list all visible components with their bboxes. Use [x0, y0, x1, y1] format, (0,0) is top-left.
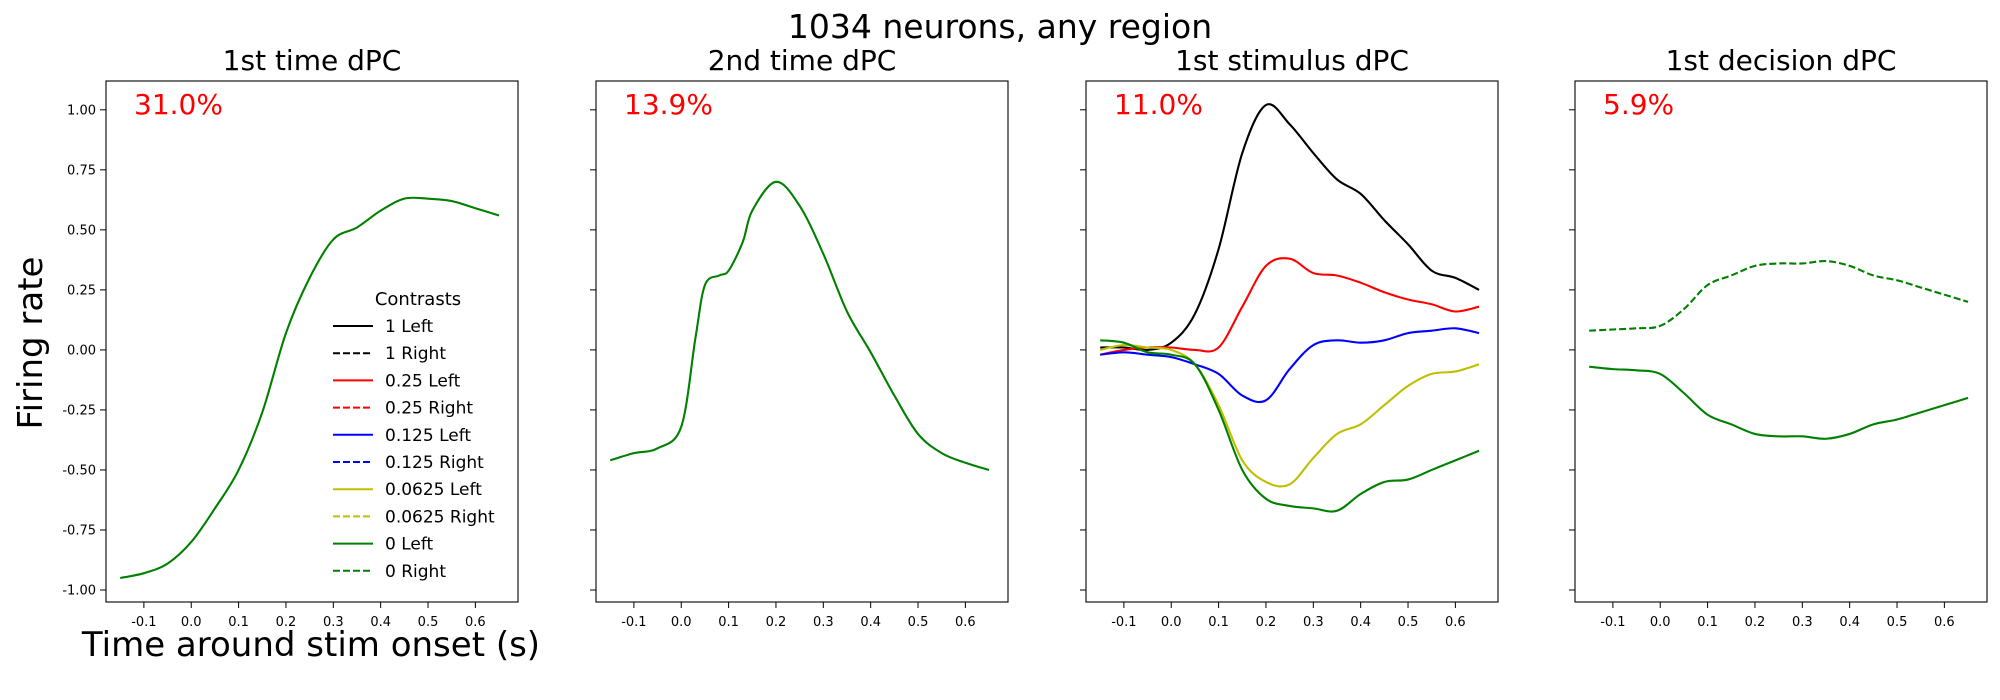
x-tick-label: -0.1 [621, 615, 646, 630]
series-line-0-left [1589, 365, 1969, 440]
legend-title: Contrasts [375, 289, 461, 310]
x-tick-label: 0.5 [1398, 615, 1419, 630]
legend-entry-label: 0.125 Left [385, 426, 471, 446]
explained-variance-label: 11.0% [1114, 88, 1203, 121]
axes-frame [105, 80, 519, 603]
figure-suptitle: 1034 neurons, any region [788, 7, 1212, 46]
x-tick-label: 0.0 [181, 615, 202, 630]
legend-entry-label: 0.125 Right [385, 453, 484, 473]
x-tick-label: 0.4 [860, 615, 881, 630]
axes-frame [1085, 80, 1499, 603]
x-tick-label: 0.5 [418, 615, 439, 630]
y-tick-label: -0.25 [62, 403, 96, 418]
explained-variance-label: 31.0% [134, 88, 223, 121]
series-line-0-125-left [1100, 327, 1480, 404]
legend-entry-label: 0.25 Left [385, 371, 461, 391]
legend-entry-label: 0.0625 Left [385, 480, 482, 500]
x-axis-label: Time around stim onset (s) [81, 625, 540, 665]
x-tick-label: -0.1 [1600, 615, 1625, 630]
x-tick-label: 0.6 [955, 615, 976, 630]
panel-title: 1st time dPC [223, 44, 402, 77]
x-tick-label: 0.3 [813, 615, 834, 630]
x-tick-label: 0.1 [1208, 615, 1229, 630]
x-tick-label: 0.2 [1745, 615, 1766, 630]
legend-entry-label: 0.0625 Right [385, 507, 495, 527]
legend-entry-label: 0.25 Right [385, 399, 473, 419]
y-tick-label: -0.75 [62, 523, 96, 538]
panel-3: 1st stimulus dPC -0.1 0.0 0.1 0.2 0.3 0.4 0.5 0.… [1080, 44, 1499, 630]
series-line-0-left [609, 180, 990, 471]
series-group [120, 196, 500, 580]
x-tick-label: 0.6 [1934, 615, 1955, 630]
y-tick-label: 0.50 [67, 223, 96, 238]
legend-entry-label: 0 Left [385, 535, 434, 555]
y-axis-label: Firing rate [11, 257, 51, 430]
x-tick-label: 0.2 [276, 615, 297, 630]
x-tick-label: 0.2 [766, 615, 787, 630]
panel-title: 2nd time dPC [708, 44, 897, 77]
y-tick-label: 0.75 [67, 163, 96, 178]
x-tick-label: 0.1 [1697, 615, 1718, 630]
x-tick-label: 0.3 [1303, 615, 1324, 630]
legend-entry-label: 1 Right [385, 344, 446, 364]
panel-4: 1st decision dPC -0.1 0.0 0.1 0.2 0.3 0.4 0.5 0.… [1569, 44, 1988, 630]
x-tick-label: 0.2 [1256, 615, 1277, 630]
y-tick-label: 0.25 [67, 283, 96, 298]
x-tick-label: 0.4 [370, 615, 391, 630]
x-tick-label: -0.1 [1111, 615, 1136, 630]
x-tick-label: 0.4 [1350, 615, 1371, 630]
series-line-0-right [1589, 259, 1969, 332]
series-line-0-left [1100, 339, 1480, 513]
x-tick-label: 0.0 [1650, 615, 1671, 630]
x-tick-label: -0.1 [131, 615, 156, 630]
x-tick-label: 0.3 [323, 615, 344, 630]
legend: Contrasts 1 Left 1 Right 0.25 Left 0.25 Righ… [333, 289, 495, 582]
x-tick-label: 0.1 [718, 615, 739, 630]
x-tick-label: 0.0 [1161, 615, 1182, 630]
series-line-0-25-left [1099, 257, 1480, 356]
x-tick-label: 0.5 [908, 615, 929, 630]
x-tick-label: 0.6 [465, 615, 486, 630]
panel-2: 2nd time dPC -0.1 0.0 0.1 0.2 0.3 0.4 0.5 0.6 13.… [590, 44, 1009, 630]
x-tick-label: 0.4 [1839, 615, 1860, 630]
y-tick-label: -1.00 [62, 583, 96, 598]
x-tick-label: 0.3 [1792, 615, 1813, 630]
series-group [1589, 259, 1969, 440]
x-tick-label: 0.0 [671, 615, 692, 630]
legend-entry-label: 1 Left [385, 317, 434, 337]
panel-1: 1st time dPC -0.1 0.0 0.1 0.2 0.3 0.4 0.5 0.6 1.0… [62, 44, 519, 630]
x-tick-label: 0.5 [1887, 615, 1908, 630]
legend-entry-label: 0 Right [385, 562, 446, 582]
x-tick-label: 0.1 [228, 615, 249, 630]
panels-group: 1st time dPC -0.1 0.0 0.1 0.2 0.3 0.4 0.5 0.6 1.0… [62, 44, 1988, 630]
y-tick-label: 1.00 [67, 103, 96, 118]
explained-variance-label: 5.9% [1603, 88, 1674, 121]
y-tick-label: -0.50 [62, 463, 96, 478]
panel-title: 1st decision dPC [1666, 44, 1897, 77]
series-line-0-0625-left [1099, 344, 1480, 488]
x-tick-label: 0.6 [1445, 615, 1466, 630]
y-tick-label: 0.00 [67, 343, 96, 358]
explained-variance-label: 13.9% [624, 88, 713, 121]
axes-frame [1574, 80, 1988, 603]
series-group [1099, 103, 1480, 513]
axes-frame [595, 80, 1009, 603]
series-line-1-left [1100, 103, 1480, 352]
panel-title: 1st stimulus dPC [1175, 44, 1409, 77]
series-line-0-left [120, 196, 500, 580]
series-group [609, 180, 990, 471]
